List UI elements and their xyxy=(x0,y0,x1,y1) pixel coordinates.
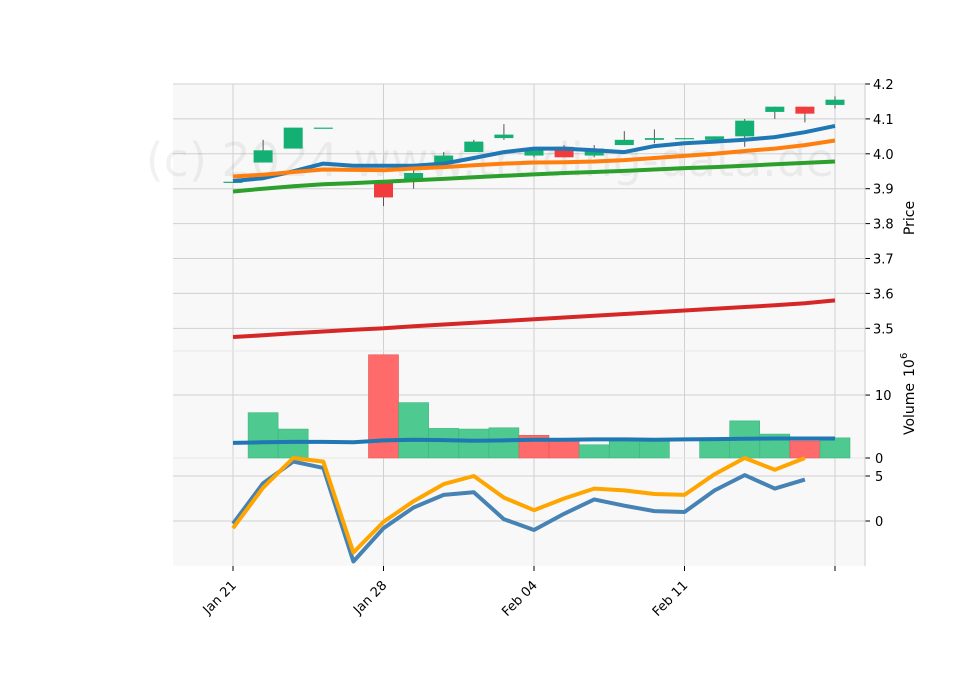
candle-body xyxy=(494,134,514,139)
x-tick-label: Feb 04 xyxy=(499,578,541,620)
volume-ma-line xyxy=(232,436,835,445)
price-tick-label: 4.2 xyxy=(873,78,894,93)
volume-bar xyxy=(398,402,429,459)
price-series xyxy=(223,96,845,339)
candle-body xyxy=(223,181,243,183)
candle-body xyxy=(464,141,484,153)
volume-bar xyxy=(488,427,520,459)
oscillator-tick-label: 5 xyxy=(875,470,883,485)
price-axis-label: Price xyxy=(902,201,918,235)
candle-body xyxy=(253,150,273,163)
candle-body xyxy=(313,127,333,129)
volume-bar xyxy=(458,428,490,459)
candle-body xyxy=(283,127,303,149)
moving-average-line xyxy=(232,123,836,183)
candle-body xyxy=(644,138,664,140)
candle-body xyxy=(554,146,574,158)
candle-body xyxy=(675,138,694,140)
x-tick-label: Feb 11 xyxy=(650,578,692,620)
price-tick-label: 3.8 xyxy=(873,218,894,233)
price-tick-label: 4.0 xyxy=(873,148,894,163)
candle-body xyxy=(825,99,845,105)
oscillator-line xyxy=(231,459,806,564)
moving-average-line xyxy=(232,298,836,339)
x-tick-label: Jan 21 xyxy=(200,578,240,618)
candle-body xyxy=(374,181,393,198)
volume-bar xyxy=(608,439,640,459)
volume-axis-label-group: Volume 10 6 xyxy=(899,353,918,435)
oscillator-series xyxy=(231,456,806,564)
volume-bar xyxy=(699,440,730,459)
volume-tick-label: 0 xyxy=(875,452,883,467)
volume-bar xyxy=(247,412,279,459)
volume-bar xyxy=(639,440,670,459)
price-tick-label: 3.5 xyxy=(873,322,894,337)
price-tick-label: 4.1 xyxy=(873,113,894,128)
candle-body xyxy=(524,148,544,156)
volume-bar xyxy=(548,439,580,459)
candle-body xyxy=(705,136,725,140)
price-panel xyxy=(173,84,865,351)
volume-bar xyxy=(578,444,610,459)
oscillator-line xyxy=(231,456,806,555)
volume-tick-label: 10 xyxy=(875,389,892,404)
candle-body xyxy=(434,155,454,163)
volume-series xyxy=(232,354,851,459)
volume-bar xyxy=(819,437,851,459)
oscillator-tick-label: 0 xyxy=(875,515,883,530)
price-tick-label: 3.7 xyxy=(873,253,894,268)
candle-body xyxy=(614,139,634,146)
volume-axis-label: Volume xyxy=(902,383,918,435)
price-tick-label: 3.9 xyxy=(873,183,894,198)
volume-axis-exponent: 6 xyxy=(899,353,910,359)
moving-average-line xyxy=(232,138,836,179)
volume-bar xyxy=(789,440,821,459)
volume-axis-base: 10 xyxy=(902,359,918,377)
candle-body xyxy=(795,106,815,114)
moving-average-line xyxy=(232,159,836,194)
volume-bar xyxy=(428,428,460,459)
candle-body xyxy=(765,106,785,112)
price-tick-label: 3.6 xyxy=(873,287,894,302)
candle-body xyxy=(735,120,755,137)
x-tick-label: Jan 28 xyxy=(350,578,390,618)
candle-body xyxy=(404,173,424,182)
